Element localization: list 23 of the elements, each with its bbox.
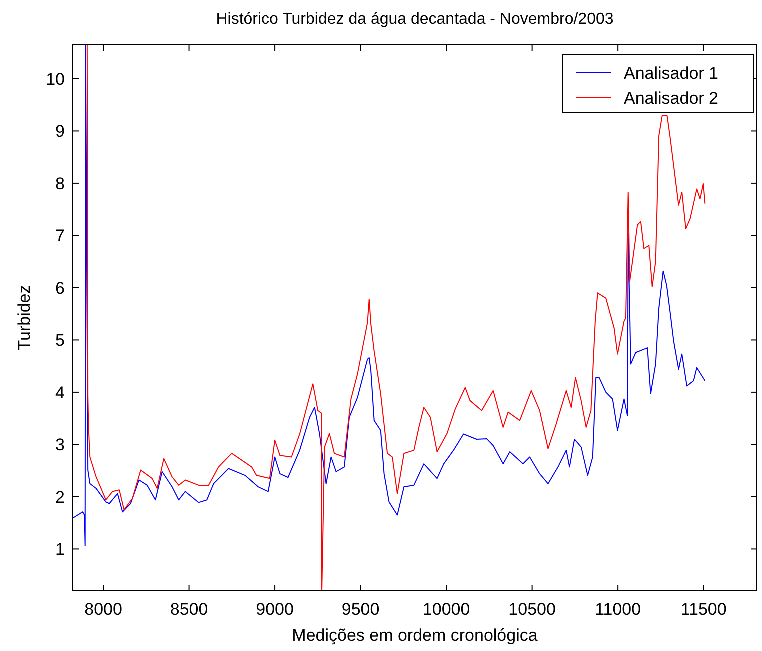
y-tick-label: 3 [56,436,65,455]
x-tick-label: 8500 [170,600,208,619]
x-tick-label: 9500 [342,600,380,619]
x-tick-label: 11000 [595,600,642,619]
y-tick-label: 8 [56,174,65,194]
chart-title: Histórico Turbidez da água decantada - Novembro/2003 [216,11,614,28]
y-tick-label: 5 [56,331,65,350]
legend-label: Analisador 1 [624,64,719,83]
x-axis-title: Medições em ordem cronológica [292,626,538,645]
x-tick-label: 8000 [84,600,122,619]
y-tick-label: 4 [56,383,65,402]
x-tick-label: 9000 [256,600,294,619]
y-tick-label: 7 [56,226,65,246]
legend-label: Analisador 2 [624,88,719,108]
y-axis-title: Turbidez [15,285,34,351]
y-tick-label: 1 [56,540,65,560]
x-tick-label: 10500 [508,600,556,619]
x-tick-label: 11500 [680,600,727,619]
y-tick-label: 10 [46,70,65,89]
y-tick-label: 2 [56,488,65,507]
x-tick-label: 10000 [422,600,470,619]
y-tick-label: 6 [56,278,65,298]
y-tick-label: 9 [56,122,65,142]
